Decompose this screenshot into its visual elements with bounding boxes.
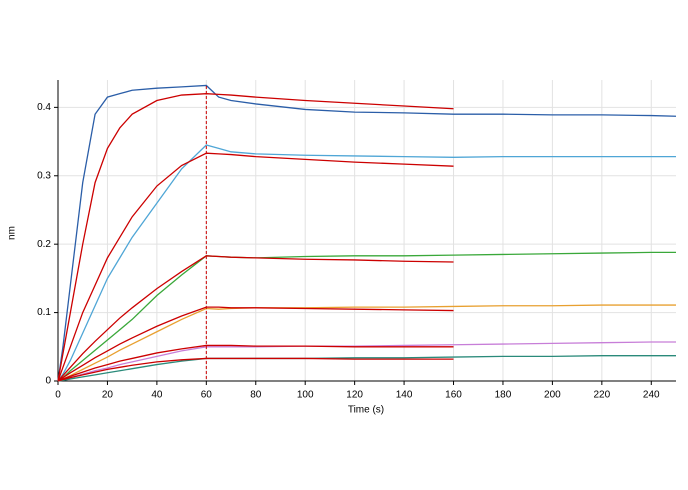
x-tick-label: 200 [544,390,561,401]
y-tick-label: 0 [45,376,51,387]
x-tick-label: 0 [55,390,61,401]
series-line [57,84,677,382]
series-line [57,357,454,382]
x-tick-label: 140 [396,390,413,401]
series-line [57,251,676,382]
x-tick-label: 180 [495,390,512,401]
x-axis-label: Time (s) [348,405,384,416]
series-line [57,255,454,382]
series-line [57,93,454,382]
x-tick-label: 120 [346,390,363,401]
x-tick-label: 80 [250,390,262,401]
x-tick-label: 40 [151,390,163,401]
x-tick-label: 240 [643,390,660,401]
series-line [57,144,676,382]
series-line [57,344,454,382]
series-line [57,304,676,382]
series-line [57,306,454,382]
x-tick-label: 220 [593,390,610,401]
x-tick-label: 20 [102,390,114,401]
x-tick-label: 100 [297,390,314,401]
y-axis-label: nm [7,226,18,240]
y-tick-label: 0.3 [37,170,51,181]
x-tick-label: 160 [445,390,462,401]
x-tick-label: 60 [201,390,213,401]
y-tick-label: 0.1 [37,307,51,318]
series-line [57,341,676,382]
y-tick-label: 0.2 [37,239,51,250]
series-line [57,152,454,382]
y-tick-label: 0.4 [37,102,51,113]
